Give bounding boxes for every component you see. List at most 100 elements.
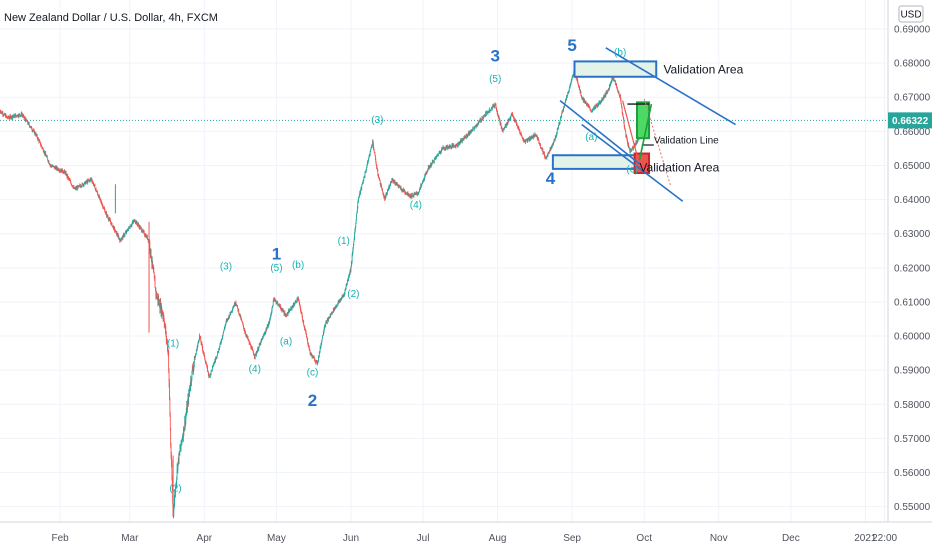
- candle-body: [456, 144, 457, 145]
- candle-body: [277, 303, 279, 306]
- candle-body: [14, 115, 15, 118]
- candle-body: [443, 147, 444, 149]
- candle-body: [551, 146, 552, 148]
- candle-body: [557, 128, 558, 130]
- candle-body: [532, 136, 534, 138]
- candle-body: [12, 116, 13, 118]
- candle-body: [342, 296, 343, 298]
- candle-body: [346, 284, 347, 286]
- projection-up[interactable]: [638, 103, 653, 161]
- candle-body: [483, 116, 485, 118]
- channel-lower-line[interactable]: [581, 123, 684, 202]
- candle-body: [510, 116, 512, 118]
- candle-body: [570, 83, 572, 84]
- candle-body: [163, 320, 165, 325]
- candle-body: [532, 136, 534, 138]
- candle-body: [134, 219, 135, 222]
- candle-body: [444, 148, 446, 150]
- candle-body: [628, 147, 630, 149]
- candle-body: [65, 172, 67, 174]
- candle-body: [464, 136, 466, 139]
- candle-body: [62, 171, 64, 173]
- candle-body: [449, 145, 451, 148]
- candle-body: [300, 309, 302, 313]
- candle-body: [592, 108, 594, 110]
- candle-body: [166, 340, 168, 343]
- candle-body: [303, 322, 304, 325]
- candle-body: [25, 119, 27, 122]
- candle-body: [109, 218, 111, 220]
- candle-body: [149, 242, 151, 250]
- candle-body: [55, 166, 57, 168]
- candle-body: [626, 137, 628, 140]
- candle-body: [621, 108, 623, 113]
- candle-body: [84, 181, 86, 183]
- candle-body: [205, 360, 206, 363]
- candle-body: [136, 221, 138, 224]
- y-tick-label: 0.65000: [894, 161, 931, 172]
- candle-body: [613, 76, 614, 80]
- candle-body: [388, 186, 390, 188]
- candle-body: [546, 156, 548, 159]
- currency-button-label[interactable]: USD: [900, 10, 921, 21]
- candle-body: [22, 115, 24, 117]
- candle-body: [607, 90, 608, 94]
- candle-body: [298, 299, 300, 302]
- candle-body: [82, 183, 84, 186]
- candle-body: [424, 174, 426, 176]
- candle-body: [269, 320, 270, 323]
- y-tick-label: 0.66000: [894, 127, 931, 138]
- candle-body: [371, 144, 373, 147]
- candle-body: [79, 185, 81, 187]
- candle-body: [580, 91, 581, 93]
- candle-body: [77, 187, 78, 189]
- candle-body: [583, 99, 585, 102]
- projection-down[interactable]: [622, 100, 638, 156]
- candle-body: [393, 180, 394, 182]
- candle-body: [520, 133, 522, 136]
- x-tick-label: Nov: [710, 533, 728, 544]
- candle-body: [349, 273, 351, 275]
- candle-body: [573, 74, 574, 76]
- candle-body: [132, 221, 134, 223]
- candle-body: [173, 507, 175, 511]
- candle-body: [12, 116, 14, 118]
- candle-body: [577, 79, 579, 83]
- candle-body: [79, 185, 81, 187]
- candle-body: [114, 228, 115, 231]
- candle-body: [489, 109, 490, 112]
- candle-body: [248, 339, 249, 341]
- projection-arrow[interactable]: [643, 98, 672, 187]
- candle-body: [546, 157, 547, 159]
- candle-body: [58, 170, 60, 172]
- candle-body: [558, 123, 560, 126]
- candle-body: [459, 143, 461, 144]
- candle-body: [67, 175, 69, 178]
- candle-body: [389, 185, 391, 188]
- candle-body: [556, 129, 558, 133]
- top-validation-box[interactable]: [573, 60, 658, 78]
- candle-body: [260, 340, 262, 342]
- candle-body: [514, 118, 515, 121]
- candle-body: [554, 137, 556, 140]
- candle-body: [544, 153, 545, 156]
- candle-body: [510, 114, 512, 117]
- candle-body: [21, 113, 22, 116]
- candle-body: [246, 335, 248, 337]
- candle-body: [530, 136, 532, 139]
- channel-mid-line[interactable]: [559, 100, 640, 165]
- candle-body: [167, 349, 169, 356]
- candle-body: [298, 298, 299, 300]
- candle-body: [562, 111, 563, 113]
- candle-body: [117, 234, 118, 236]
- candle-body: [610, 83, 611, 85]
- candle-body: [115, 230, 116, 232]
- candle-body: [560, 117, 561, 121]
- currency-button[interactable]: [898, 5, 924, 23]
- candle-body: [272, 301, 274, 306]
- channel-upper-line[interactable]: [605, 47, 736, 126]
- last-price-tag: [888, 112, 932, 129]
- candle-body: [589, 106, 590, 108]
- candle-body: [562, 110, 564, 112]
